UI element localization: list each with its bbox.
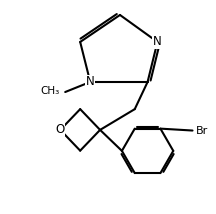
Text: CH₃: CH₃ bbox=[41, 86, 60, 96]
Text: N: N bbox=[86, 76, 95, 88]
Text: O: O bbox=[56, 123, 65, 136]
Text: Br: Br bbox=[196, 126, 208, 135]
Text: N: N bbox=[153, 36, 162, 48]
